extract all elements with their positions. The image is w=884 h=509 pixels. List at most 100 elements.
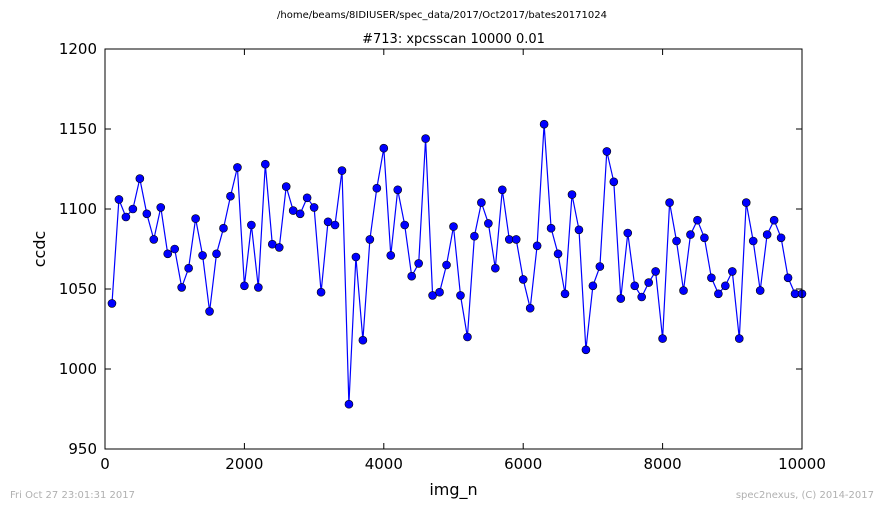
data-point <box>525 303 535 313</box>
data-point <box>783 273 793 283</box>
x-tick-label: 10000 <box>778 455 826 473</box>
x-tick-label: 8000 <box>644 455 682 473</box>
x-tick-label: 2000 <box>225 455 263 473</box>
data-point <box>553 249 563 259</box>
y-axis-label: ccdc <box>30 231 49 268</box>
data-point <box>623 228 633 238</box>
data-point <box>344 399 354 409</box>
data-point <box>128 204 138 214</box>
data-point <box>581 345 591 355</box>
data-point <box>741 198 751 207</box>
y-tick-label: 1200 <box>59 40 97 58</box>
y-tick-label: 1000 <box>59 360 97 378</box>
data-point <box>497 185 507 195</box>
data-point <box>288 206 298 215</box>
data-point <box>658 334 667 343</box>
data-point <box>748 236 758 246</box>
y-tick-label: 1150 <box>59 120 97 138</box>
data-point <box>114 195 124 204</box>
data-point <box>686 230 695 239</box>
data-point <box>470 231 479 241</box>
data-point <box>700 233 709 243</box>
data-point <box>637 292 646 302</box>
data-point <box>755 286 765 295</box>
data-point <box>261 159 270 169</box>
data-point <box>400 220 410 230</box>
data-point <box>546 223 556 233</box>
data-point <box>358 335 368 345</box>
data-point <box>184 263 193 273</box>
data-point <box>644 278 653 287</box>
data-point <box>274 243 284 252</box>
data-point <box>295 209 305 219</box>
y-tick-label: 1050 <box>59 280 97 298</box>
data-point <box>734 334 744 343</box>
data-point <box>511 235 521 244</box>
data-point <box>693 215 702 225</box>
data-point <box>616 294 626 303</box>
data-point <box>212 249 221 259</box>
data-point <box>226 191 235 201</box>
data-point <box>532 241 542 251</box>
data-point <box>386 251 396 260</box>
data-point <box>539 119 549 129</box>
data-point <box>679 286 688 295</box>
data-point <box>177 283 186 292</box>
data-point <box>337 166 347 175</box>
data-point <box>707 273 716 283</box>
data-point <box>672 236 681 246</box>
x-tick-label: 4000 <box>365 455 403 473</box>
data-point <box>149 235 159 244</box>
data-point <box>484 219 493 228</box>
data-point <box>595 262 605 271</box>
data-point <box>393 185 403 195</box>
data-point <box>170 244 179 254</box>
series-line <box>111 124 802 405</box>
data-point <box>449 222 458 231</box>
data-point <box>365 235 375 244</box>
data-point <box>191 214 200 223</box>
data-point <box>330 220 340 230</box>
data-point <box>491 263 500 273</box>
data-point <box>407 271 416 281</box>
data-point <box>518 275 528 284</box>
data-point <box>316 287 326 297</box>
data-point <box>428 291 437 300</box>
data-point <box>205 307 214 316</box>
data-point <box>463 332 472 342</box>
data-point <box>267 239 277 249</box>
data-point <box>456 291 465 300</box>
data-point <box>442 260 451 270</box>
data-point <box>198 251 207 260</box>
data-point <box>121 212 131 222</box>
data-point <box>240 281 249 291</box>
data-point <box>588 281 598 291</box>
data-point <box>721 281 730 291</box>
data-point <box>651 267 660 276</box>
data-point <box>247 220 256 230</box>
timestamp-label: Fri Oct 27 23:01:31 2017 <box>10 490 136 501</box>
data-point <box>665 198 674 207</box>
data-point <box>372 183 382 193</box>
data-file-path: /home/beams/8IDIUSER/spec_data/2017/Oct2… <box>277 10 607 21</box>
chart-title: #713: xpcsscan 10000 0.01 <box>362 32 545 47</box>
data-point <box>379 143 389 153</box>
data-point <box>560 289 570 299</box>
data-point <box>630 281 640 291</box>
data-point <box>107 299 117 308</box>
data-point <box>602 147 612 156</box>
y-tick-label: 950 <box>68 440 97 458</box>
data-point <box>776 233 786 243</box>
data-point <box>477 198 486 207</box>
data-point <box>135 174 145 183</box>
data-point <box>309 203 319 212</box>
data-point <box>769 215 779 225</box>
x-axis-label: img_n <box>429 480 477 500</box>
x-tick-label: 6000 <box>504 455 542 473</box>
data-point <box>574 225 584 235</box>
data-point <box>727 267 737 276</box>
data-point <box>281 182 291 191</box>
data-point <box>163 249 173 259</box>
data-point <box>762 230 772 239</box>
data-point <box>714 289 723 299</box>
